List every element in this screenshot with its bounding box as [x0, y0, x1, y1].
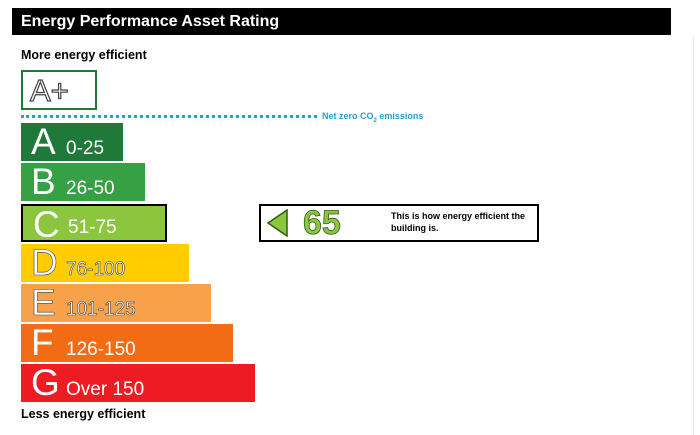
band-a: A 0-25	[21, 123, 123, 161]
band-range: 51-75	[68, 217, 117, 238]
band-d: D 76-100	[21, 244, 189, 282]
band-letter: E	[31, 284, 56, 322]
more-efficient-label: More energy efficient	[21, 48, 147, 62]
band-letter: A	[31, 123, 56, 161]
arrow-left-icon	[267, 209, 288, 237]
right-border-divider	[693, 37, 694, 435]
less-efficient-label: Less energy efficient	[21, 407, 146, 421]
band-range: 101-125	[66, 299, 136, 321]
band-letter: C	[33, 204, 60, 242]
band-e: E 101-125	[21, 284, 211, 322]
page-title: Energy Performance Asset Rating	[12, 8, 671, 35]
band-c-current: C 51-75	[21, 204, 167, 242]
band-range: 126-150	[66, 339, 136, 360]
band-g: G Over 150	[21, 364, 255, 402]
net-zero-dotted-line	[21, 115, 317, 118]
net-zero-label: Net zero CO2 emissions	[322, 111, 423, 124]
band-range: 76-100	[66, 259, 126, 281]
band-range: Over 150	[66, 379, 145, 400]
band-range: 26-50	[66, 178, 115, 199]
band-letter: B	[31, 163, 56, 201]
band-f: F 126-150	[21, 324, 233, 362]
band-letter: G	[31, 364, 60, 402]
band-letter: D	[31, 244, 58, 282]
current-rating-description: This is how energy efficient the buildin…	[391, 211, 526, 233]
band-range: 0-25	[66, 138, 105, 159]
aplus-rating-label: A+	[29, 72, 69, 108]
current-rating-indicator: 65 This is how energy efficient the buil…	[259, 204, 539, 242]
band-b: B 26-50	[21, 163, 145, 201]
aplus-rating-box: A+	[21, 70, 97, 110]
net-zero-text-sub: 2	[373, 117, 377, 124]
current-rating-score: 65	[303, 204, 342, 242]
net-zero-text-post: emissions	[376, 111, 424, 121]
net-zero-text-pre: Net zero CO	[322, 111, 374, 121]
band-letter: F	[31, 324, 54, 362]
